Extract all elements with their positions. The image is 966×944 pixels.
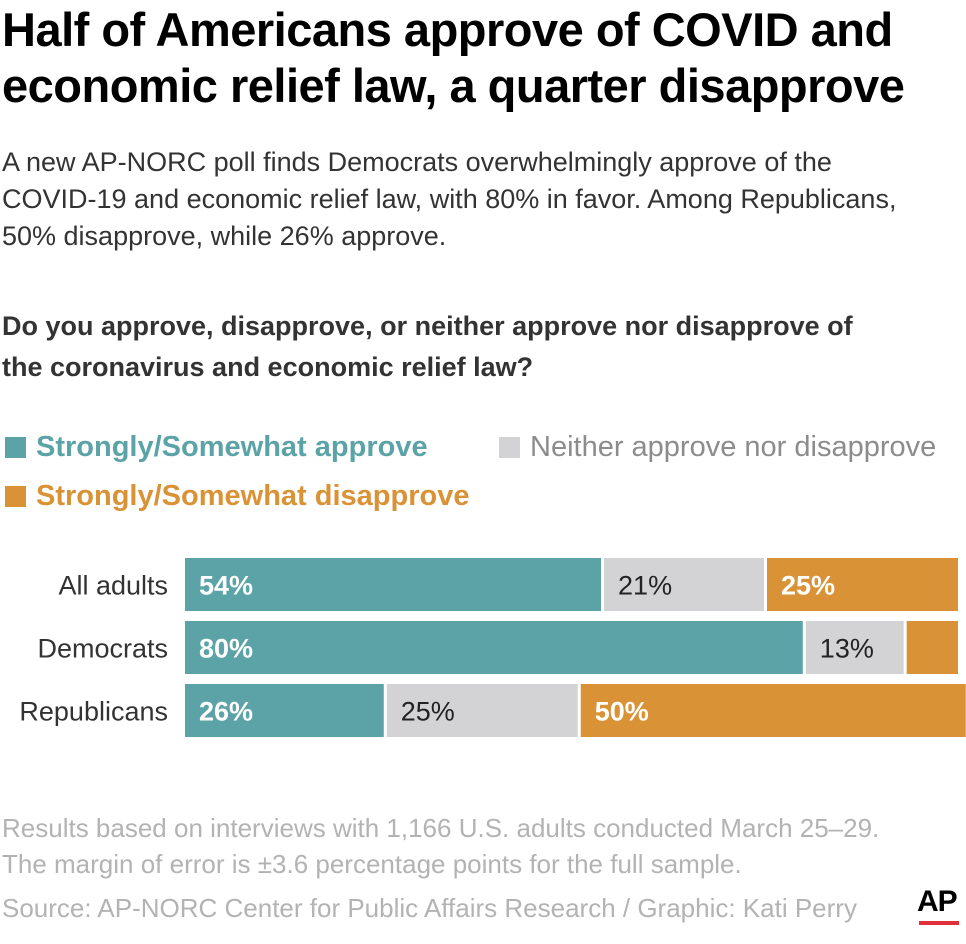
- bar-segment-disapprove: [906, 621, 958, 674]
- legend-item-neither: Neither approve nor disapprove: [499, 430, 936, 464]
- stacked-bar-chart: All adults 54% 21% 25% Democrats 80% 13% Republ…: [19, 558, 966, 737]
- legend-label-approve: Strongly/Somewhat approve: [36, 431, 428, 463]
- ap-logo-text: AP: [917, 885, 958, 918]
- ap-logo-underline: [919, 921, 959, 925]
- chart-title: Half of Americans approve of COVID and e…: [2, 2, 962, 114]
- bar-segment-approve: [185, 558, 602, 611]
- data-label-disapprove: 50%: [595, 697, 649, 727]
- data-label-disapprove: 25%: [781, 571, 835, 601]
- subtitle-line: 50% disapprove, while 26% approve.: [2, 221, 447, 251]
- category-label: All adults: [58, 571, 168, 601]
- legend-swatch-disapprove: [5, 485, 26, 507]
- question-line: the coronavirus and economic relief law?: [2, 352, 534, 382]
- subtitle-line: A new AP-NORC poll finds Democrats overw…: [2, 147, 832, 177]
- survey-question: Do you approve, disapprove, or neither a…: [2, 306, 966, 388]
- legend-swatch-neither: [499, 436, 520, 458]
- data-label-approve: 54%: [199, 571, 253, 601]
- data-label-neither: 21%: [618, 571, 672, 601]
- legend-item-disapprove: Strongly/Somewhat disapprove: [5, 479, 469, 513]
- data-label-neither: 25%: [401, 697, 455, 727]
- notes-line: The margin of error is ±3.6 percentage p…: [2, 849, 742, 879]
- bar-segment-disapprove: [580, 684, 966, 737]
- legend-label-disapprove: Strongly/Somewhat disapprove: [36, 480, 470, 512]
- legend-item-approve: Strongly/Somewhat approve: [5, 430, 428, 464]
- ap-logo: AP: [917, 886, 963, 926]
- bar-segment-approve: [185, 684, 384, 737]
- notes-line: Results based on interviews with 1,166 U…: [2, 813, 880, 843]
- chart-subtitle: A new AP-NORC poll finds Democrats overw…: [2, 144, 966, 255]
- bar-segment-neither: [604, 558, 764, 611]
- bar-segment-disapprove: [767, 558, 958, 611]
- data-label-approve: 80%: [199, 634, 253, 664]
- title-line: Half of Americans approve of COVID and: [2, 3, 893, 56]
- legend-swatch-approve: [5, 436, 26, 458]
- source-credit: Source: AP-NORC Center for Public Affair…: [2, 893, 857, 923]
- title-line: economic relief law, a quarter disapprov…: [2, 59, 905, 112]
- category-label: Republicans: [19, 697, 168, 727]
- subtitle-line: COVID-19 and economic relief law, with 8…: [2, 184, 897, 214]
- question-line: Do you approve, disapprove, or neither a…: [2, 311, 853, 341]
- category-label: Democrats: [37, 634, 168, 664]
- data-label-approve: 26%: [199, 697, 253, 727]
- bar-segment-neither: [805, 621, 904, 674]
- legend-label-neither: Neither approve nor disapprove: [530, 431, 937, 463]
- bar-segment-approve: [185, 621, 803, 674]
- data-label-neither: 13%: [820, 634, 874, 664]
- chart-notes: Results based on interviews with 1,166 U…: [2, 810, 966, 882]
- bar-segment-neither: [386, 684, 578, 737]
